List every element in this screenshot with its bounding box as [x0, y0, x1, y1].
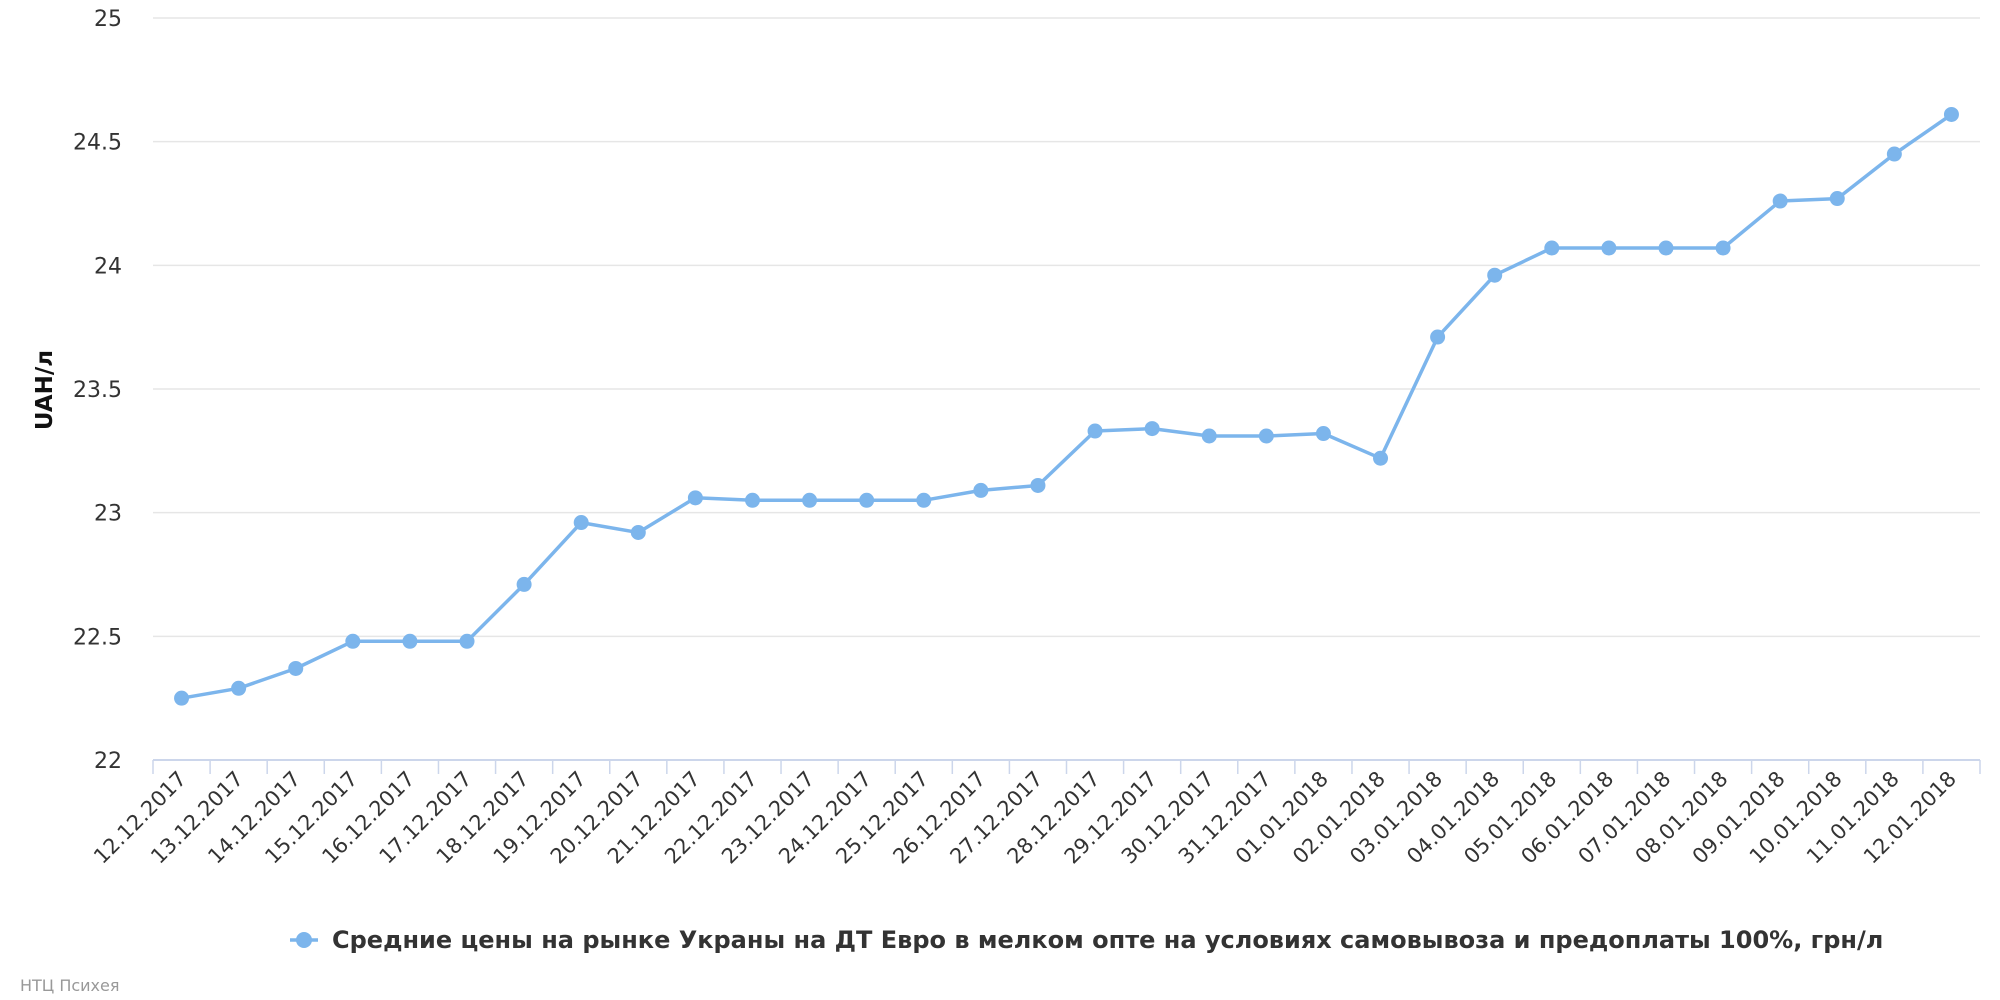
data-point[interactable] — [802, 492, 818, 508]
data-point[interactable] — [516, 576, 532, 592]
y-tick-label: 23.5 — [73, 378, 122, 403]
data-point[interactable] — [573, 515, 589, 531]
data-point[interactable] — [402, 633, 418, 649]
x-axis-tick-labels: 12.12.201713.12.201714.12.201715.12.2017… — [89, 767, 1961, 869]
data-point[interactable] — [1601, 240, 1617, 256]
data-point[interactable] — [459, 633, 475, 649]
data-point[interactable] — [859, 492, 875, 508]
data-point[interactable] — [687, 490, 703, 506]
y-axis-tick-labels: 22 22.5 23 23.5 24 24.5 25 — [73, 7, 122, 774]
data-point[interactable] — [1201, 428, 1217, 444]
data-point[interactable] — [973, 482, 989, 498]
data-point[interactable] — [1772, 193, 1788, 209]
data-point[interactable] — [916, 492, 932, 508]
data-point[interactable] — [345, 633, 361, 649]
y-tick-label: 24.5 — [73, 131, 122, 156]
data-point[interactable] — [744, 492, 760, 508]
legend-marker-symbol — [296, 932, 312, 948]
data-point[interactable] — [1258, 428, 1274, 444]
x-axis — [152, 759, 1981, 774]
credits-label[interactable]: НТЦ Психея — [20, 976, 119, 995]
y-tick-label: 25 — [94, 7, 122, 32]
data-point[interactable] — [1430, 329, 1446, 345]
legend-item[interactable]: Средние цены на рынке Украны на ДТ Евро … — [290, 926, 1883, 954]
data-point[interactable] — [288, 660, 304, 676]
series-line — [179, 112, 1954, 700]
data-point[interactable] — [1715, 240, 1731, 256]
data-point[interactable] — [1886, 146, 1902, 162]
data-point[interactable] — [1544, 240, 1560, 256]
y-tick-label: 22.5 — [73, 625, 122, 650]
y-tick-label: 24 — [94, 254, 122, 279]
data-point[interactable] — [1030, 477, 1046, 493]
y-axis-title: UAH/л — [32, 350, 58, 430]
legend-label: Средние цены на рынке Украны на ДТ Евро … — [332, 926, 1883, 954]
data-point[interactable] — [1315, 426, 1331, 442]
data-point[interactable] — [174, 690, 190, 706]
y-tick-label: 22 — [94, 749, 122, 774]
grid-lines — [153, 17, 1980, 638]
data-point[interactable] — [1087, 423, 1103, 439]
data-point[interactable] — [1829, 191, 1845, 207]
data-point[interactable] — [1144, 421, 1160, 437]
y-tick-label: 23 — [94, 502, 122, 527]
data-point[interactable] — [1658, 240, 1674, 256]
data-point[interactable] — [1487, 267, 1503, 283]
data-point[interactable] — [1943, 106, 1959, 122]
data-point[interactable] — [1373, 450, 1389, 466]
data-point[interactable] — [231, 680, 247, 696]
data-point[interactable] — [630, 524, 646, 540]
series-points — [174, 106, 1959, 706]
